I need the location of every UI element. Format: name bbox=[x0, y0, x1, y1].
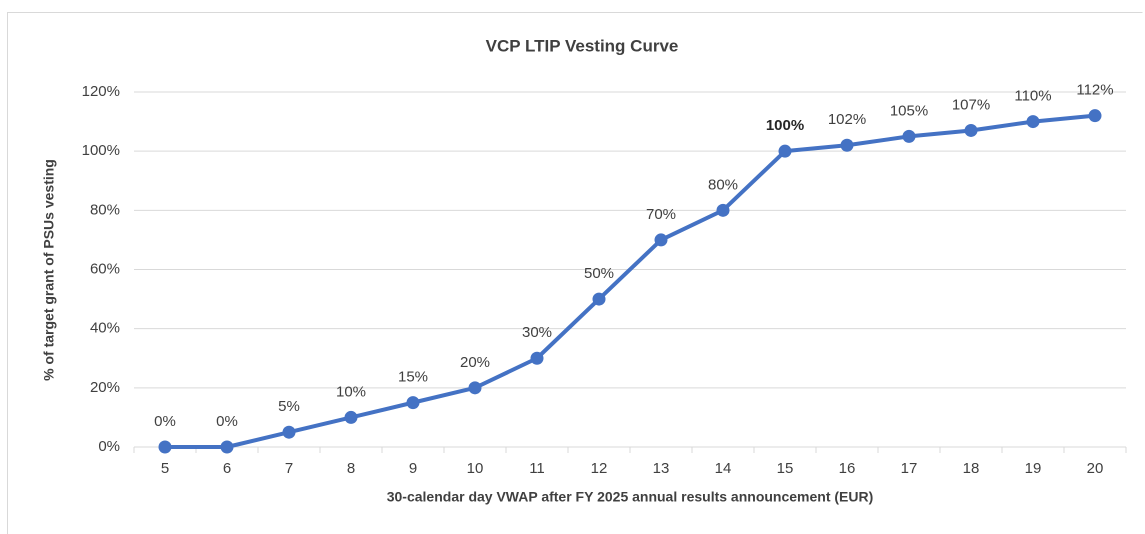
x-tick-label: 7 bbox=[285, 460, 293, 477]
data-label: 30% bbox=[522, 324, 552, 341]
x-tick-label: 16 bbox=[839, 460, 856, 477]
x-tick-label: 5 bbox=[161, 460, 169, 477]
x-tick-label: 9 bbox=[409, 460, 417, 477]
data-point bbox=[1088, 109, 1102, 123]
data-label: 10% bbox=[336, 383, 366, 400]
x-tick-label: 6 bbox=[223, 460, 231, 477]
data-label: 100% bbox=[766, 117, 804, 134]
y-tick-label: 40% bbox=[90, 320, 120, 337]
x-tick-label: 8 bbox=[347, 460, 355, 477]
x-tick-label: 18 bbox=[963, 460, 980, 477]
data-point bbox=[468, 381, 482, 395]
data-point bbox=[530, 351, 544, 365]
x-tick-label: 11 bbox=[529, 460, 545, 477]
y-tick-label: 20% bbox=[90, 379, 120, 396]
data-label: 107% bbox=[952, 96, 990, 113]
data-point bbox=[840, 138, 854, 152]
data-label: 20% bbox=[460, 354, 490, 371]
data-label: 80% bbox=[708, 176, 738, 193]
x-tick-label: 14 bbox=[715, 460, 732, 477]
data-point bbox=[406, 396, 420, 410]
data-point bbox=[1026, 115, 1040, 129]
data-label: 110% bbox=[1014, 88, 1051, 105]
data-label: 112% bbox=[1076, 82, 1113, 99]
x-tick-label: 19 bbox=[1025, 460, 1042, 477]
data-point bbox=[964, 123, 978, 137]
data-line bbox=[165, 113, 1096, 449]
data-point bbox=[344, 410, 358, 424]
data-point bbox=[654, 233, 668, 247]
data-point bbox=[158, 440, 172, 454]
y-tick-label: 80% bbox=[90, 201, 120, 218]
data-label: 50% bbox=[584, 265, 614, 282]
data-point bbox=[902, 129, 916, 143]
data-point bbox=[282, 425, 296, 439]
chart-title: VCP LTIP Vesting Curve bbox=[486, 36, 679, 55]
data-point bbox=[592, 292, 606, 306]
data-label: 5% bbox=[278, 398, 300, 415]
x-tick-label: 20 bbox=[1087, 460, 1104, 477]
x-tick-label: 10 bbox=[467, 460, 484, 477]
x-tick-label: 15 bbox=[777, 460, 794, 477]
chart-border bbox=[7, 12, 1143, 534]
data-label: 15% bbox=[398, 369, 428, 386]
x-tick-label: 13 bbox=[653, 460, 670, 477]
y-tick-label: 100% bbox=[82, 142, 120, 159]
y-tick-label: 120% bbox=[82, 83, 120, 100]
y-tick-label: 60% bbox=[90, 260, 120, 277]
data-label: 105% bbox=[890, 102, 928, 119]
data-point bbox=[220, 440, 234, 454]
data-label: 70% bbox=[646, 206, 676, 223]
x-tick-label: 12 bbox=[591, 460, 608, 477]
data-point bbox=[716, 203, 730, 217]
data-label: 0% bbox=[154, 413, 176, 430]
y-tick-label: 0% bbox=[98, 438, 120, 455]
data-label: 0% bbox=[216, 413, 238, 430]
y-axis-title: % of target grant of PSUs vesting bbox=[41, 159, 57, 381]
x-tick-label: 17 bbox=[901, 460, 918, 477]
data-label: 102% bbox=[828, 111, 866, 128]
data-point bbox=[778, 144, 792, 158]
x-axis-title: 30-calendar day VWAP after FY 2025 annua… bbox=[387, 489, 874, 505]
